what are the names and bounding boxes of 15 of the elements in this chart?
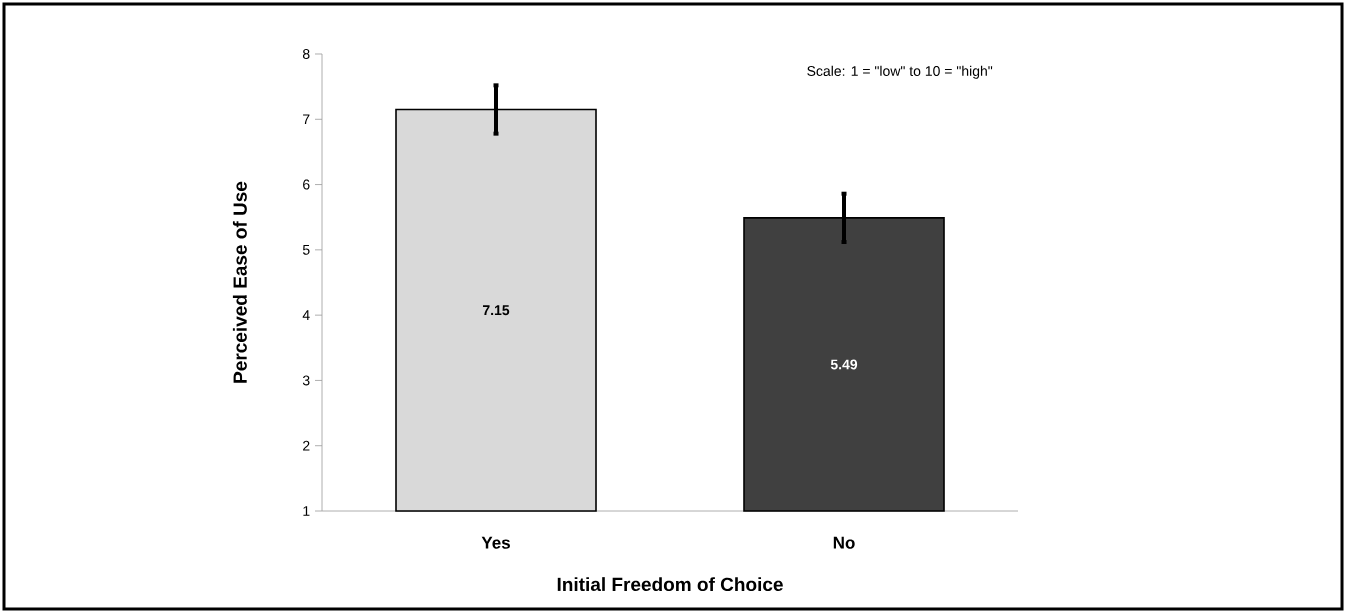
y-tick-label: 4 [302,310,310,320]
annotation: Scale: 1 = "low" to 10 = "high" [807,65,993,79]
x-tick-label: Yes [481,536,510,549]
x-tick-label: No [833,536,855,549]
y-tick-label: 7 [303,114,310,125]
x-axis-title: Initial Freedom of Choice [557,577,783,592]
y-tick-label: 3 [302,375,310,386]
data-label: 7.15 [482,305,510,316]
y-axis-title: Perceived Ease of Use [232,181,247,383]
y-tick-label: 1 [303,506,310,516]
y-tick-label: 5 [302,244,310,255]
data-label: 5.49 [830,359,858,370]
y-tick-label: 6 [303,179,310,190]
y-tick-label: 2 [303,440,310,451]
y-tick-label: 8 [302,49,310,59]
